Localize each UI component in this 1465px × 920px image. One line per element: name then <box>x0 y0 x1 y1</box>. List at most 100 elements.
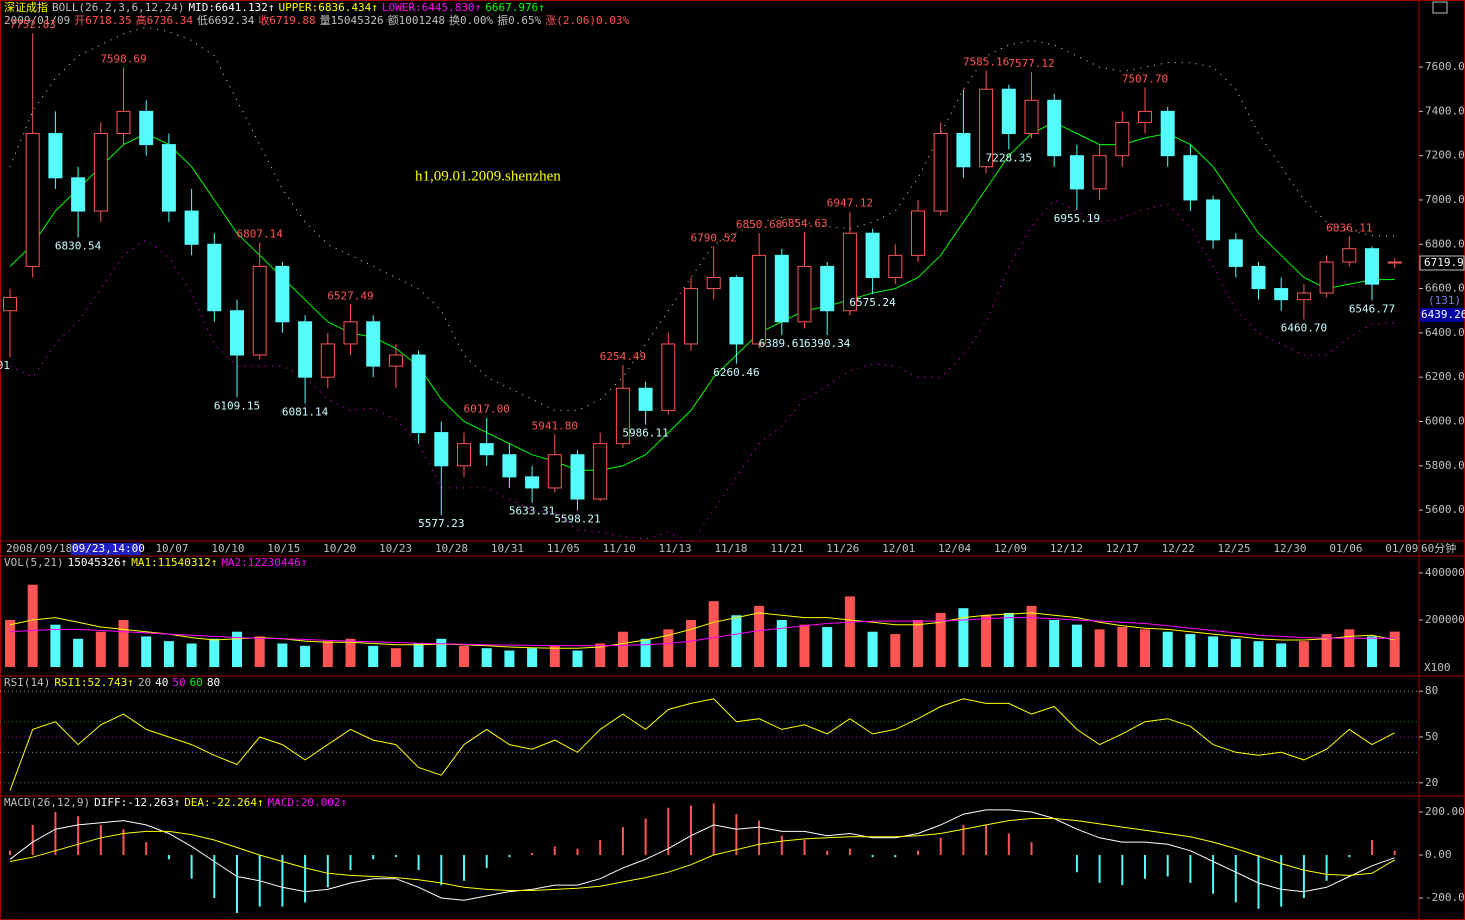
volume-bar <box>1276 643 1287 667</box>
volume-bar <box>640 638 651 667</box>
y-tick-label: 7400.00 <box>1425 104 1465 117</box>
readout: 深证成指 <box>4 0 48 14</box>
x-tick-label: 11/21 <box>770 542 803 555</box>
volume-bar <box>186 643 197 667</box>
indicator-line <box>9 809 1395 901</box>
extreme-label: 6955.19 <box>1054 212 1100 225</box>
y-tick-label: 20 <box>1425 776 1438 789</box>
volume-bar <box>27 584 38 667</box>
volume-bar <box>595 643 606 667</box>
candle-body <box>888 254 903 278</box>
candle-body <box>388 354 403 367</box>
x-tick-label: 11/10 <box>603 542 636 555</box>
candle-body <box>1365 248 1379 285</box>
y-tick-label: 80 <box>1425 684 1438 697</box>
x-tick-label: 01/06 <box>1329 542 1362 555</box>
volume-bar <box>345 638 356 667</box>
x-tick-label: 10/15 <box>267 542 300 555</box>
extreme-label: 7598.69 <box>100 52 146 65</box>
volume-bar <box>1026 605 1037 667</box>
volume-bar <box>1140 629 1150 667</box>
candle-body <box>1115 121 1130 157</box>
volume-bar <box>209 638 220 667</box>
readout: MID:6641.132↑ <box>188 1 274 14</box>
y-tick-label: 5800.00 <box>1425 459 1465 472</box>
x-tick-label: 12/04 <box>938 542 971 555</box>
volume-bar <box>1344 629 1355 667</box>
volume-bar <box>368 645 379 667</box>
candle-body <box>638 387 653 411</box>
indicator-line <box>9 617 1395 647</box>
volume-bar <box>572 650 583 667</box>
readout: MA1:11540312↑ <box>131 556 217 569</box>
readout: 开6718.35 <box>74 14 131 27</box>
candle-body <box>729 277 744 345</box>
annotation: h1,09.01.2009.shenzhen <box>415 168 561 184</box>
extreme-label: 7577.12 <box>1008 57 1054 70</box>
readout: 60 <box>190 676 203 689</box>
price-tag: 6439.26 <box>1421 308 1465 321</box>
volume-bar <box>935 612 946 667</box>
x-tick-label: 12/01 <box>882 542 915 555</box>
extreme-label: 7752.83 <box>10 18 56 31</box>
extreme-label: 6109.15 <box>214 399 260 412</box>
volume-bar <box>481 648 492 667</box>
candle-body <box>207 243 222 312</box>
candle-body <box>343 321 358 345</box>
volume-bar <box>913 619 923 667</box>
x-tick-label: 12/09 <box>994 542 1027 555</box>
time-cursor <box>71 543 141 555</box>
indicator-line <box>9 698 1395 791</box>
x-tick-label: 12/25 <box>1218 542 1251 555</box>
period-label: 60分钟 <box>1421 541 1456 555</box>
candle-body <box>842 232 857 312</box>
y-tick-label: 200.00 <box>1425 805 1465 818</box>
y-tick-label: 6600.00 <box>1425 282 1465 295</box>
volume-bar <box>1253 641 1264 667</box>
extreme-label: 6546.77 <box>1349 302 1395 315</box>
extreme-label: 5941.80 <box>532 419 578 432</box>
x-tick-label: 10/10 <box>211 542 244 555</box>
volume-bar <box>163 641 174 667</box>
x-tick-label: 12/22 <box>1162 542 1195 555</box>
readout: 低6692.34 <box>197 14 255 27</box>
candle-body <box>684 288 698 345</box>
extreme-label: 6081.14 <box>282 406 329 419</box>
candle-body <box>275 265 290 323</box>
readout: UPPER:6836.434↑ <box>279 1 378 14</box>
candle-body <box>320 343 335 378</box>
extreme-label: 6575.24 <box>849 296 896 309</box>
volume-bar <box>754 605 765 667</box>
window-button[interactable] <box>1432 1 1448 14</box>
candle-body <box>1387 261 1402 264</box>
volume-bar <box>981 615 992 667</box>
x-tick-label: 12/30 <box>1273 542 1306 555</box>
volume-bar <box>1071 624 1082 667</box>
candle-body <box>1274 288 1289 301</box>
x-tick-label: 10/20 <box>323 542 356 555</box>
volume-bar <box>1230 638 1241 667</box>
price-tag: 6719.9 <box>1424 256 1464 269</box>
candle-body <box>933 133 948 212</box>
y-tick-label: 6800.00 <box>1425 237 1465 250</box>
volume-bar <box>118 619 129 667</box>
volume-bar <box>890 634 901 667</box>
volume-bar <box>300 645 311 667</box>
x-tick-label: 12/17 <box>1106 542 1139 555</box>
extreme-label: 5577.23 <box>418 517 464 530</box>
candle-body <box>230 310 244 356</box>
candle-body <box>1160 110 1175 157</box>
extreme-label: 6854.63 <box>781 217 827 230</box>
candle-body <box>1092 155 1107 190</box>
readout: 收6719.88 <box>258 13 315 27</box>
y-tick-label: 7000.00 <box>1425 193 1465 206</box>
volume-bar <box>1321 634 1332 667</box>
y-tick-label: 7200.00 <box>1425 149 1465 162</box>
candle-body <box>979 88 994 168</box>
candle-body <box>1001 88 1016 135</box>
x-tick-label: 09/23,14:00 <box>72 542 145 555</box>
candle-body <box>139 110 154 146</box>
candle-body <box>1342 248 1357 263</box>
extreme-label: 6260.46 <box>713 366 759 379</box>
candle-body <box>820 265 835 312</box>
